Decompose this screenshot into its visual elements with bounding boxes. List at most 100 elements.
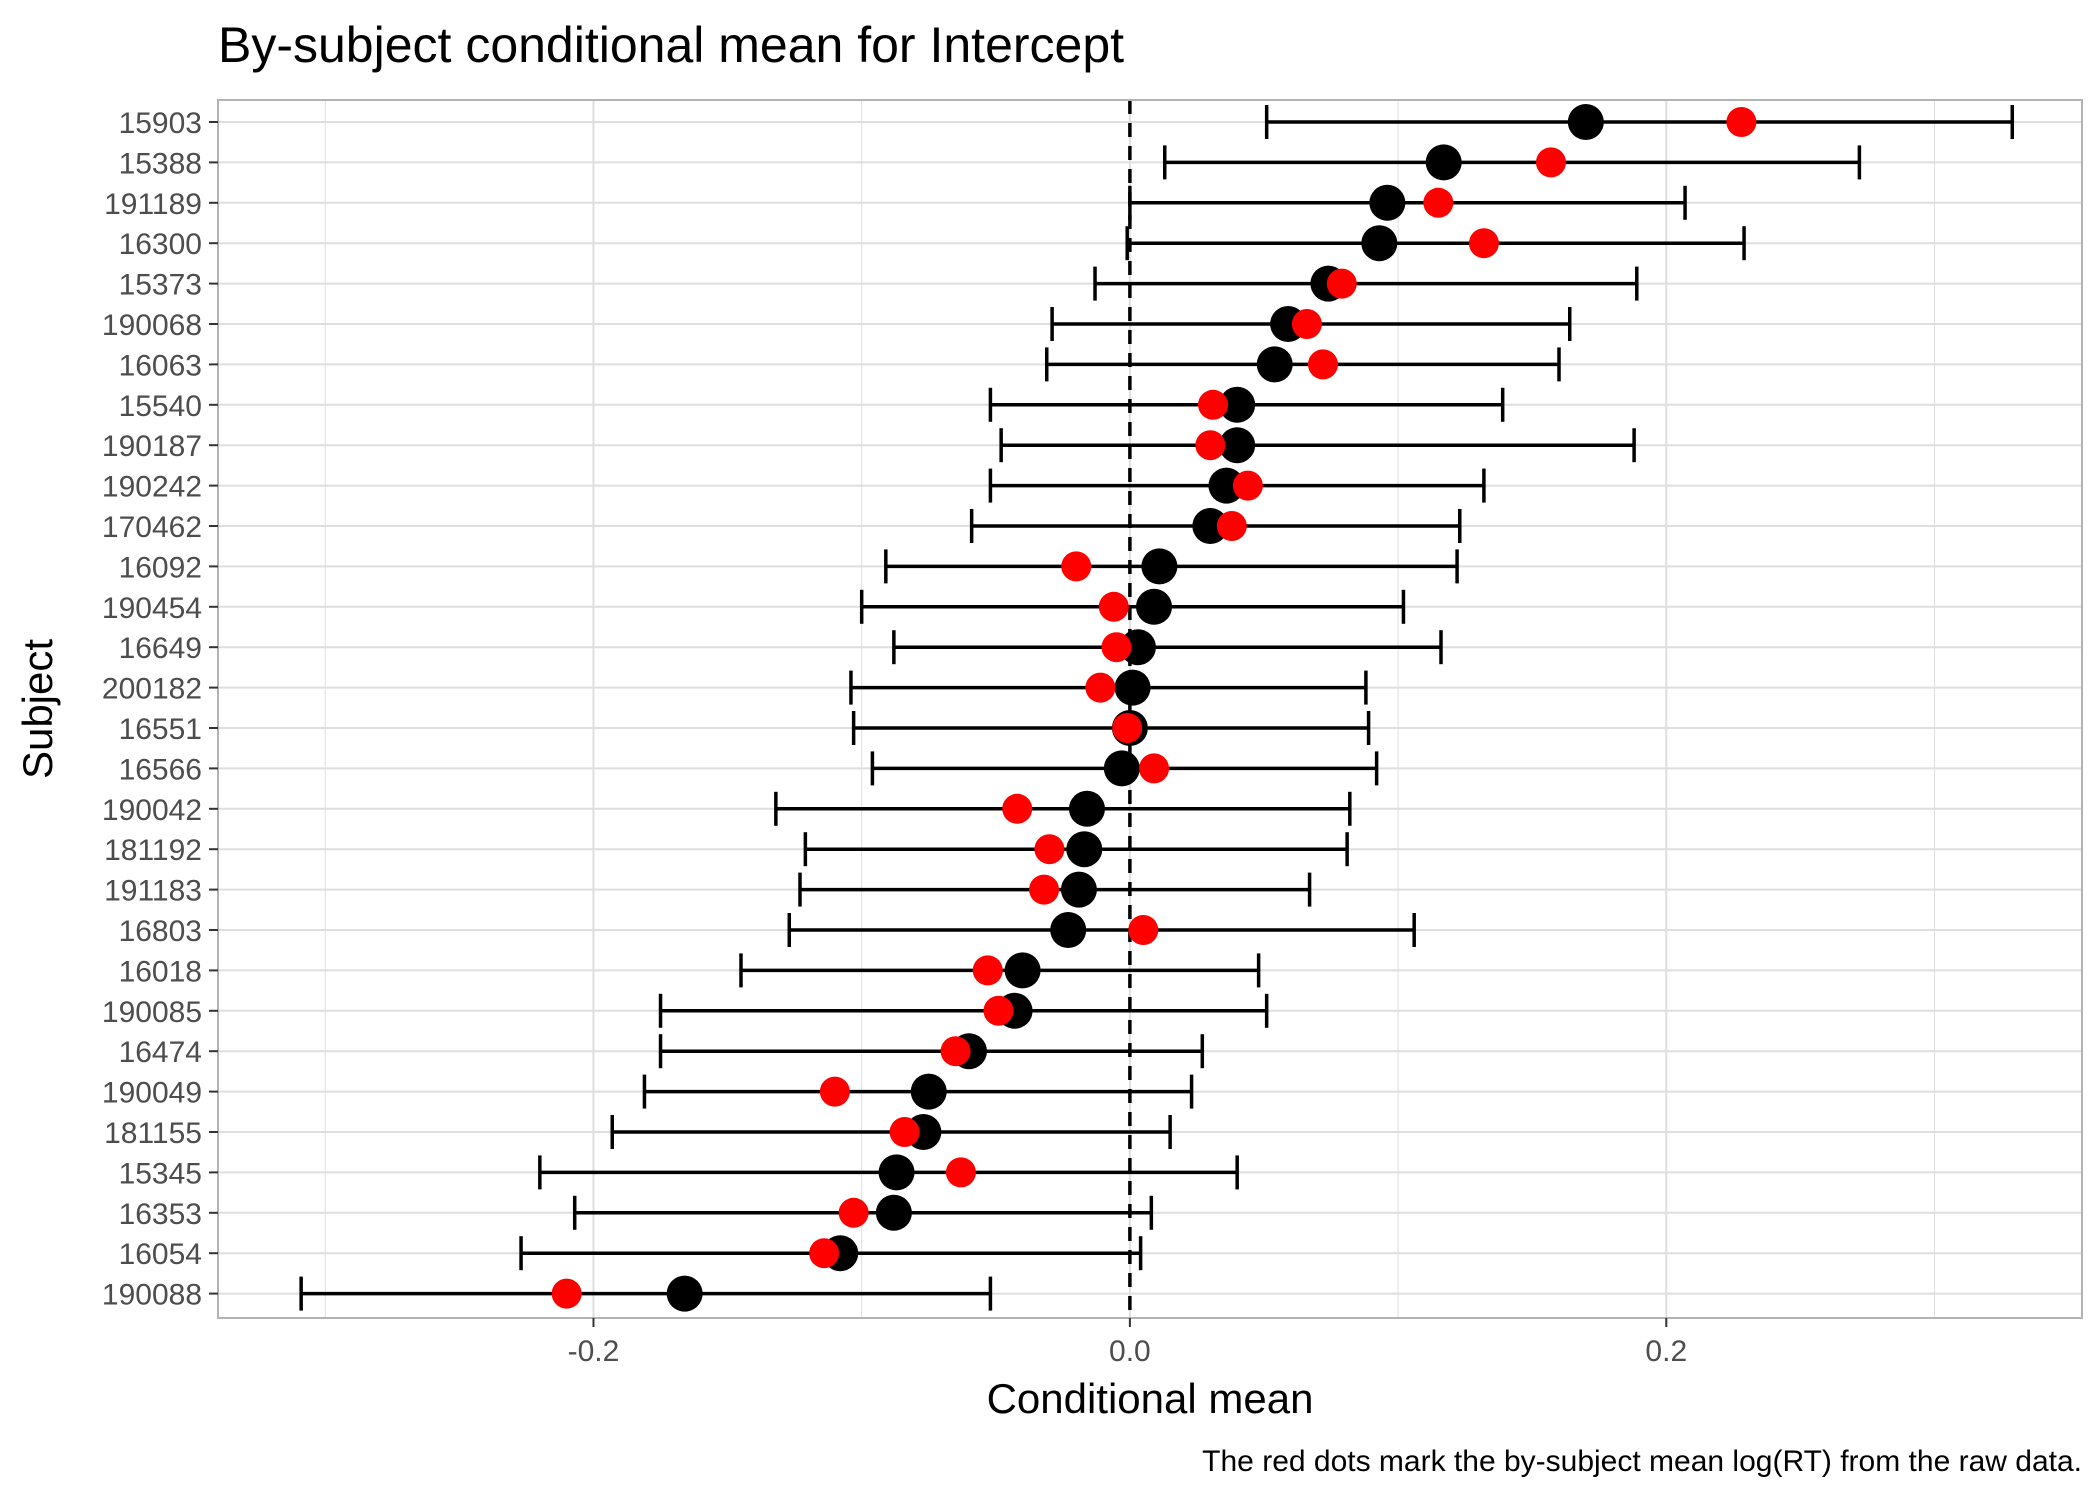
raw-mean-point (1085, 672, 1116, 703)
y-tick-label: 16300 (119, 228, 202, 261)
raw-mean-point (945, 1157, 976, 1188)
conditional-mean-point (1136, 588, 1173, 625)
raw-mean-points (551, 107, 1757, 1309)
conditional-mean-point (1219, 427, 1256, 464)
raw-mean-point (1216, 511, 1247, 541)
conditional-mean-point (1208, 467, 1245, 504)
conditional-mean-point (1004, 952, 1041, 989)
x-axis: -0.2 0.0 0.2 (568, 1318, 1687, 1368)
y-tick-label: 190088 (102, 1279, 202, 1312)
y-tick-label: 16551 (119, 713, 202, 746)
raw-mean-point (889, 1117, 920, 1147)
y-tick-label: 191183 (104, 875, 202, 908)
raw-mean-point (1307, 349, 1338, 380)
interval-bar (299, 1276, 993, 1311)
raw-mean-point (1535, 147, 1566, 178)
y-tick-label: 190049 (102, 1077, 202, 1110)
y-tick-label: 15903 (119, 107, 202, 140)
raw-mean-point (983, 995, 1014, 1026)
y-tick-label: 190454 (102, 592, 202, 625)
raw-mean-point (1101, 632, 1132, 663)
grid-minor (324, 100, 1935, 1318)
raw-mean-point (1139, 753, 1170, 784)
y-tick-label: 16566 (119, 753, 202, 786)
raw-mean-point (1002, 793, 1033, 824)
conditional-mean-point (1567, 104, 1604, 140)
conditional-mean-point (1114, 669, 1151, 706)
raw-mean-point (940, 1036, 971, 1067)
conditional-mean-point (1119, 629, 1156, 666)
conditional-mean-point (666, 1275, 703, 1312)
conditional-mean-point (1369, 184, 1406, 221)
interval-bar (1264, 105, 2015, 139)
interval-bar (1125, 226, 1746, 261)
y-tick-label: 16353 (119, 1198, 202, 1231)
x-tick-label: 0.0 (1109, 1335, 1151, 1368)
y-tick-label: 181192 (104, 834, 202, 867)
raw-mean-point (1128, 915, 1159, 945)
interval-bar (1128, 185, 1687, 220)
raw-mean-point (1098, 591, 1129, 622)
chart-caption: The red dots mark the by-subject mean lo… (1202, 1445, 2082, 1478)
y-tick-label: 16092 (119, 551, 202, 584)
chart-title: By-subject conditional mean for Intercep… (218, 17, 1124, 73)
y-tick-label: 170462 (102, 511, 202, 544)
y-tick-label: 190187 (102, 430, 202, 463)
y-tick-label: 15540 (119, 390, 202, 423)
panel-border (217, 99, 2083, 1319)
raw-mean-point (1112, 713, 1143, 743)
raw-mean-point (972, 955, 1003, 986)
conditional-mean-point (1361, 225, 1398, 262)
interval-bar (892, 630, 1443, 665)
y-tick-label: 200182 (102, 673, 202, 706)
interval-bar (658, 1034, 1205, 1069)
conditional-mean-point (1141, 548, 1178, 585)
y-tick-label: 190068 (102, 309, 202, 342)
interval-bar (999, 428, 1636, 463)
interval-bar (859, 589, 1406, 624)
raw-mean-point (1195, 430, 1226, 461)
raw-mean-point (1291, 309, 1322, 339)
raw-mean-point (1029, 874, 1060, 905)
plot-panel (217, 99, 2083, 1319)
conditional-mean-point (1256, 346, 1293, 383)
raw-mean-point (1198, 389, 1229, 420)
conditional-mean-point (1192, 508, 1229, 544)
raw-mean-point (1326, 268, 1357, 299)
y-tick-label: 190242 (102, 471, 202, 504)
interval-bar (658, 993, 1269, 1028)
raw-mean-point (809, 1238, 840, 1269)
conditional-mean-point (875, 1194, 912, 1231)
y-tick-label: 16803 (119, 915, 202, 948)
conditional-mean-point (1425, 144, 1462, 181)
raw-mean-point (838, 1197, 869, 1228)
y-tick-label: 181155 (104, 1117, 202, 1150)
interval-bar (1163, 145, 1862, 180)
conditional-mean-point (1050, 912, 1087, 948)
conditional-mean-point (1103, 750, 1140, 787)
interval-bars (299, 105, 2015, 1311)
conditional-mean-point (910, 1073, 947, 1110)
raw-mean-point (819, 1076, 850, 1107)
interval-bar (774, 791, 1352, 826)
raw-mean-point (1423, 187, 1454, 218)
conditional-mean-point (1068, 790, 1105, 827)
raw-mean-point (1061, 551, 1092, 582)
x-tick-label: 0.2 (1645, 1335, 1687, 1368)
raw-mean-point (1034, 834, 1065, 865)
conditional-mean-point (1060, 871, 1097, 908)
y-tick-label: 191189 (104, 188, 202, 221)
y-tick-label: 15373 (119, 269, 202, 302)
interval-bar (1044, 347, 1561, 382)
y-tick-label: 15345 (119, 1157, 202, 1190)
conditional-mean-point (1066, 831, 1103, 868)
conditional-mean-point (878, 1154, 915, 1191)
conditional-mean-point (1219, 386, 1256, 423)
y-tick-label: 190085 (102, 996, 202, 1029)
y-tick-label: 190042 (102, 794, 202, 827)
raw-mean-point (1468, 228, 1499, 259)
interval-bar (851, 711, 1371, 745)
y-tick-label: 16649 (119, 632, 202, 665)
y-axis-title: Subject (14, 639, 61, 779)
